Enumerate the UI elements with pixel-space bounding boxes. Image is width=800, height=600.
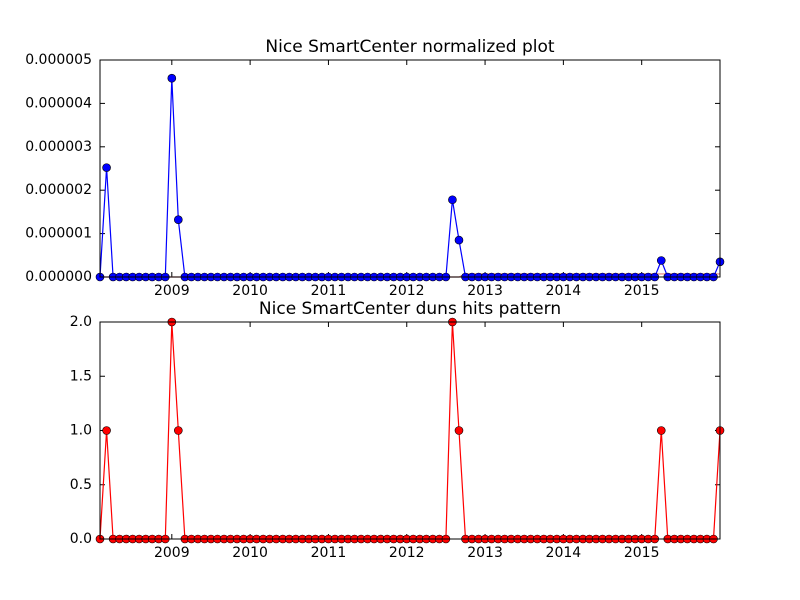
x-tick-label: 2014 bbox=[546, 545, 582, 561]
series-line bbox=[99, 321, 721, 540]
y-tick-label: 0.000001 bbox=[25, 226, 92, 242]
data-point bbox=[174, 426, 183, 435]
x-tick-label: 2009 bbox=[154, 545, 190, 561]
data-point bbox=[448, 195, 457, 205]
y-tick-label: 2.0 bbox=[70, 314, 92, 330]
data-point bbox=[656, 256, 666, 265]
y-tick-label: 0.000005 bbox=[25, 52, 92, 68]
y-tick-label: 0.000002 bbox=[25, 182, 92, 198]
y-tick-label: 1.5 bbox=[70, 368, 92, 384]
plot-frame bbox=[99, 321, 721, 540]
series-line bbox=[99, 78, 721, 278]
data-point bbox=[167, 73, 177, 83]
data-point bbox=[656, 426, 666, 435]
chart-title: Nice SmartCenter duns hits pattern bbox=[259, 299, 561, 319]
y-tick-label: 0.0 bbox=[70, 531, 92, 547]
x-tick-label: 2015 bbox=[624, 283, 660, 299]
x-tick-label: 2010 bbox=[232, 283, 268, 299]
x-tick-label: 2013 bbox=[467, 283, 503, 299]
x-tick-label: 2009 bbox=[154, 283, 190, 299]
x-tick-label: 2012 bbox=[389, 283, 425, 299]
y-tick-label: 0.000003 bbox=[25, 139, 92, 155]
chart-title: Nice SmartCenter normalized plot bbox=[265, 37, 554, 57]
y-tick-label: 1.0 bbox=[70, 423, 92, 439]
x-tick-label: 2013 bbox=[467, 545, 503, 561]
x-tick-label: 2012 bbox=[389, 545, 425, 561]
y-tick-label: 0.000000 bbox=[25, 269, 92, 285]
plot-frame bbox=[99, 59, 721, 278]
data-point bbox=[102, 426, 111, 435]
x-tick-label: 2015 bbox=[624, 545, 660, 561]
x-tick-label: 2011 bbox=[311, 283, 347, 299]
data-point bbox=[174, 215, 183, 225]
x-tick-label: 2011 bbox=[311, 545, 347, 561]
x-tick-label: 2010 bbox=[232, 545, 268, 561]
data-point bbox=[454, 426, 464, 435]
x-tick-label: 2014 bbox=[546, 283, 582, 299]
data-point bbox=[102, 163, 111, 172]
y-tick-label: 0.000004 bbox=[25, 95, 92, 111]
y-tick-label: 0.5 bbox=[70, 477, 92, 493]
data-point bbox=[454, 235, 464, 245]
